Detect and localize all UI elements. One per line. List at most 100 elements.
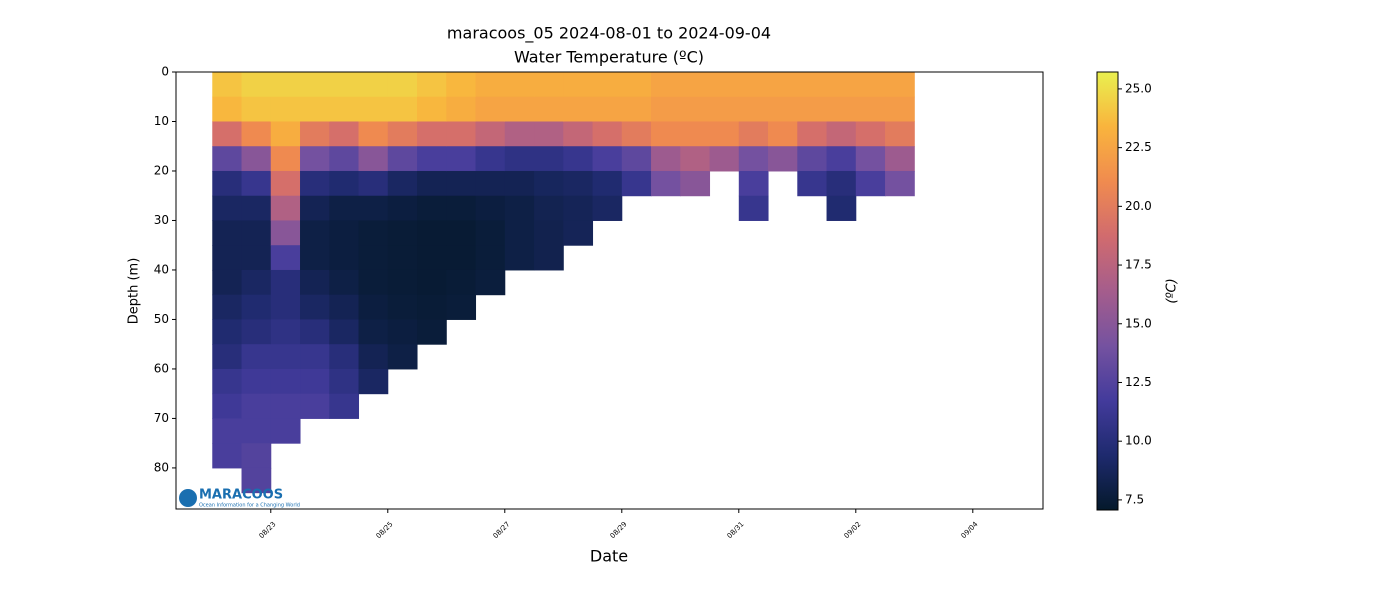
cell — [592, 146, 623, 172]
cell — [241, 195, 272, 221]
cell — [709, 121, 740, 147]
cell — [417, 245, 447, 271]
cell — [270, 72, 301, 98]
cell — [592, 121, 623, 147]
cell — [212, 269, 243, 296]
cell — [885, 170, 915, 197]
colorbar-tick-label: 22.5 — [1125, 140, 1152, 154]
cell — [504, 121, 535, 147]
logo: MARACOOS Ocean Information for a Changin… — [179, 488, 300, 509]
cell — [212, 393, 243, 419]
cell — [300, 220, 330, 246]
cell — [387, 121, 418, 147]
cell — [417, 121, 447, 147]
cell — [300, 393, 330, 419]
cell — [826, 96, 857, 122]
cell — [417, 269, 447, 296]
cell — [329, 96, 360, 122]
cell — [212, 368, 243, 395]
cell — [534, 146, 564, 172]
cell — [270, 418, 301, 444]
cell — [387, 220, 418, 246]
cell — [329, 146, 360, 172]
cell — [446, 146, 477, 172]
cell — [241, 319, 272, 345]
cell — [563, 72, 594, 98]
cell — [738, 170, 769, 197]
cell — [738, 195, 769, 221]
cell — [855, 72, 886, 98]
x-axis-label: Date — [590, 547, 628, 566]
cell — [475, 269, 506, 296]
cell — [270, 195, 301, 221]
cell — [738, 121, 769, 147]
cell — [241, 443, 272, 469]
cell — [329, 368, 360, 395]
cell — [855, 121, 886, 147]
cell — [387, 319, 418, 345]
y-tick-label: 70 — [154, 411, 169, 425]
cell — [563, 195, 594, 221]
x-tick-label: 08/27 — [492, 520, 512, 540]
cell — [446, 170, 477, 197]
cell — [534, 96, 564, 122]
cell — [534, 121, 564, 147]
cell — [300, 72, 330, 98]
colorbar-label: (ºC) — [1165, 278, 1180, 303]
cell — [270, 220, 301, 246]
cell — [212, 170, 243, 197]
cell — [563, 146, 594, 172]
cell — [270, 319, 301, 345]
cell — [826, 121, 857, 147]
cell — [563, 170, 594, 197]
cell — [300, 245, 330, 271]
cell — [475, 220, 506, 246]
cell — [270, 121, 301, 147]
cell — [387, 146, 418, 172]
cell — [300, 121, 330, 147]
cell — [768, 96, 798, 122]
cell — [300, 146, 330, 172]
cell — [329, 319, 360, 345]
cell — [212, 195, 243, 221]
cell — [241, 269, 272, 296]
cell — [446, 96, 477, 122]
cell — [417, 72, 447, 98]
x-tick-label: 08/29 — [609, 520, 629, 540]
cell — [358, 245, 389, 271]
logo-name: MARACOOS — [199, 488, 283, 503]
cell — [475, 121, 506, 147]
cell — [300, 368, 330, 395]
cell — [621, 121, 652, 147]
x-tick-label: 08/31 — [726, 520, 746, 540]
cell — [534, 170, 564, 197]
cell — [797, 96, 828, 122]
cell — [212, 418, 243, 444]
cell — [329, 121, 360, 147]
cell — [417, 195, 447, 221]
cell — [241, 467, 272, 494]
cell — [563, 220, 594, 246]
cell — [417, 96, 447, 122]
cell — [885, 146, 915, 172]
cell — [329, 269, 360, 296]
cell — [241, 418, 272, 444]
cell — [651, 146, 681, 172]
cell — [212, 146, 243, 172]
cell — [855, 146, 886, 172]
cell — [417, 146, 447, 172]
cell — [826, 195, 857, 221]
colorbar-tick-label: 12.5 — [1125, 375, 1152, 389]
cell — [387, 269, 418, 296]
cell — [651, 170, 681, 197]
cell — [768, 72, 798, 98]
cell — [592, 96, 623, 122]
cell — [358, 368, 389, 395]
y-axis-label: Depth (m) — [127, 258, 142, 325]
cell — [212, 319, 243, 345]
cell — [212, 294, 243, 320]
cell — [885, 121, 915, 147]
cell — [387, 195, 418, 221]
colorbar-tick-label: 25.0 — [1125, 81, 1152, 95]
cell — [709, 72, 740, 98]
